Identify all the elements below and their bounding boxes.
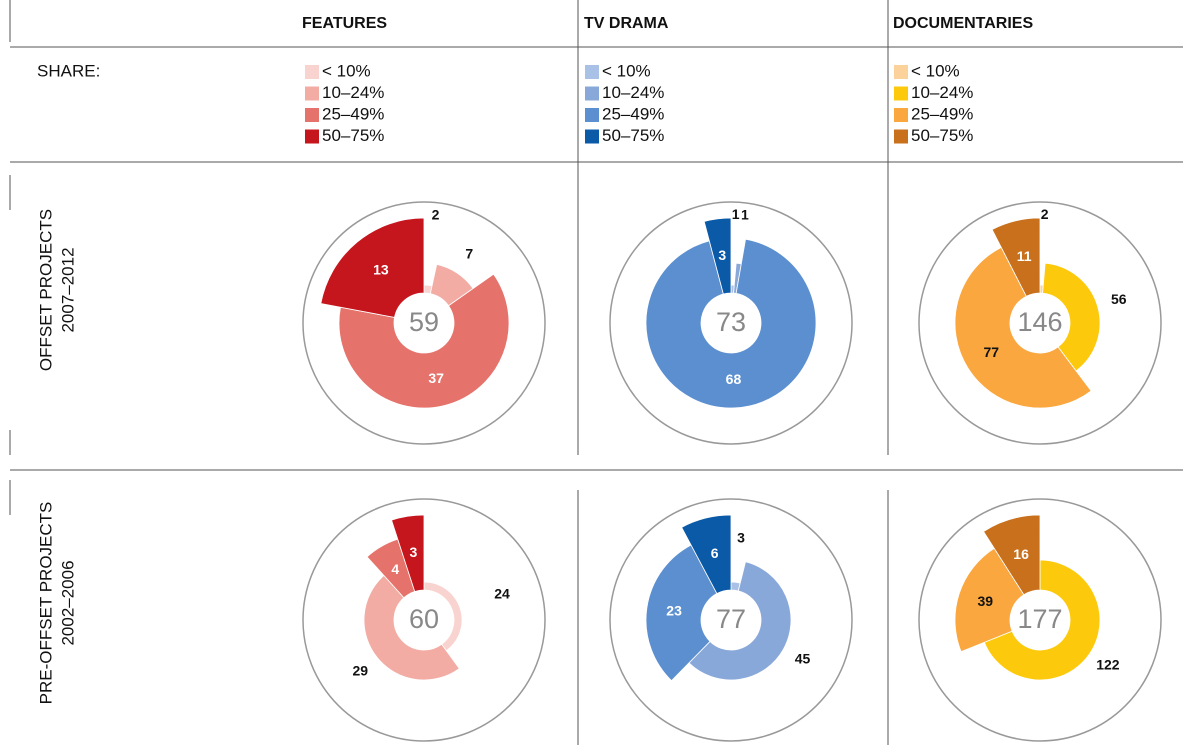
legend-swatch [585,86,599,101]
segment-label: 45 [795,651,811,667]
pie-segment [1042,262,1101,372]
outer-ring [918,201,1162,445]
pie-segment [688,561,792,681]
pie-segment [703,217,732,295]
pie-segment [320,217,425,318]
legend-swatch [305,129,319,144]
center-total: 60 [409,604,439,634]
pie-segment [391,514,425,592]
segment-label: 11 [1017,248,1032,264]
legend-swatch [585,108,599,122]
row-years: 2002–2006 [58,560,77,645]
center-total: 177 [1017,604,1062,634]
legend-swatch [894,129,908,144]
pie-segment [645,544,718,682]
pie-segment [982,514,1041,596]
segment-label: 68 [726,371,742,387]
outer-ring [918,498,1162,742]
segment-label: 24 [494,585,510,601]
segment-label: 23 [666,603,682,619]
legend-swatch [894,65,908,79]
segment-label: 37 [428,370,444,386]
pie-segment [645,238,817,409]
pie-segment [338,273,510,409]
outer-ring [302,201,546,445]
segment-label: 3 [718,247,726,263]
legend-label: 50–75% [911,126,973,145]
segment-label: 77 [983,344,999,360]
segment-label: 4 [391,561,399,577]
center-total: 59 [409,307,439,337]
outer-ring [302,498,546,742]
legend-label: 10–24% [911,83,973,102]
segment-label: 1 [741,207,749,223]
column-header: DOCUMENTARIES [893,15,1033,32]
segment-label: 6 [711,545,719,561]
segment-label: 56 [1111,291,1127,307]
legend-title: SHARE: [37,61,100,80]
center-total: 146 [1017,307,1062,337]
legend-label: 25–49% [322,104,384,123]
center-total: 73 [716,307,746,337]
legend-label: 10–24% [322,83,384,102]
column-header: TV DRAMA [584,15,669,32]
column-header: FEATURES [302,15,387,32]
segment-label: 1 [732,206,740,222]
segment-label: 16 [1013,546,1029,562]
legend-swatch [305,65,319,79]
pie-segment [954,246,1092,409]
pie-segment [954,547,1025,653]
legend-swatch [305,108,319,122]
segment-label: 39 [977,593,993,609]
legend-swatch [894,86,908,101]
pie-segment [363,574,460,681]
legend-label: 25–49% [911,104,973,123]
outer-ring [609,201,853,445]
legend-swatch [305,86,319,101]
pie-segment [991,217,1041,297]
legend-swatch [585,65,599,79]
legend-label: 10–24% [602,83,664,102]
legend-label: < 10% [602,61,651,80]
outer-ring [609,498,853,742]
legend-swatch [585,129,599,144]
legend-label: 25–49% [602,104,664,123]
row-title: OFFSET PROJECTS [36,209,55,371]
legend-swatch [894,108,908,122]
legend-label: < 10% [911,61,960,80]
legend-label: 50–75% [322,126,384,145]
center-total: 77 [716,604,746,634]
segment-label: 2 [432,206,440,222]
pie-segment [681,514,732,595]
legend-label: < 10% [322,61,371,80]
row-years: 2007–2012 [58,247,77,332]
segment-label: 2 [1041,206,1049,222]
segment-label: 3 [410,544,418,560]
legend-label: 50–75% [602,126,664,145]
segment-label: 29 [352,662,368,678]
pie-segment [983,559,1101,681]
segment-label: 7 [465,245,473,261]
segment-label: 13 [373,262,389,278]
segment-label: 122 [1096,657,1120,673]
row-title: PRE-OFFSET PROJECTS [36,502,55,705]
segment-label: 3 [737,529,745,545]
